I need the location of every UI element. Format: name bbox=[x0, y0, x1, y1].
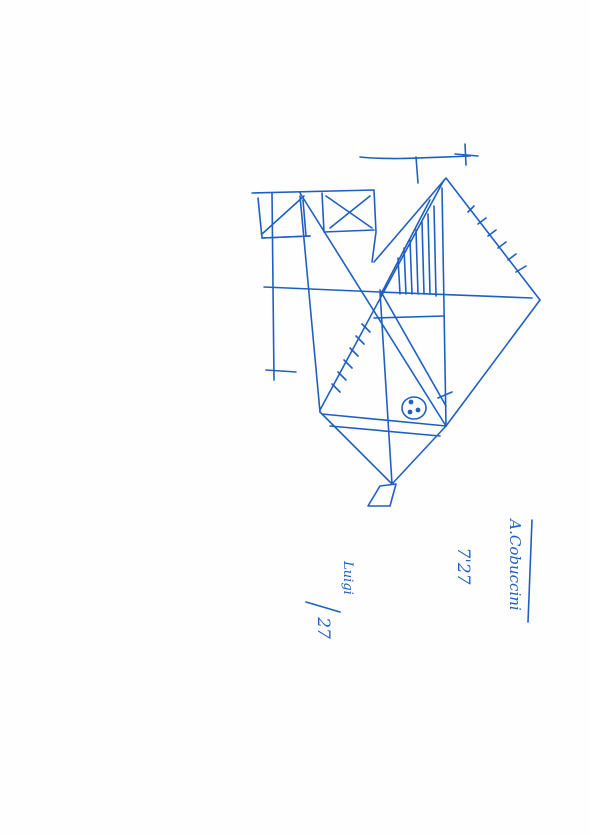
top-box-small-diag2 bbox=[302, 199, 307, 237]
kite-upper-inner bbox=[379, 199, 431, 297]
horizontal-axis bbox=[263, 286, 533, 299]
fraction-bar bbox=[305, 601, 341, 613]
hatch-5 bbox=[421, 221, 425, 295]
kite-inner-vertical bbox=[441, 187, 447, 427]
left-vertical-line bbox=[271, 192, 275, 381]
hatch-1 bbox=[397, 257, 401, 295]
top-box-bottom bbox=[257, 197, 311, 239]
right-notch bbox=[437, 391, 453, 399]
lower-inner-a bbox=[329, 425, 441, 437]
edge-ticks-lower bbox=[331, 323, 371, 393]
bolt-circle bbox=[401, 396, 427, 420]
bolt-dot-1 bbox=[408, 399, 414, 405]
time-text: 7'27 bbox=[453, 547, 473, 584]
annotation-name: A.Cobuccini bbox=[506, 517, 524, 611]
annotation-fraction-denominator: 27 bbox=[313, 616, 333, 639]
fraction-denominator-text: 27 bbox=[313, 616, 333, 639]
kite-right-edge bbox=[445, 299, 541, 427]
top-dimension-cross bbox=[454, 153, 479, 157]
top-dimension-tick-left bbox=[415, 156, 419, 184]
left-tick-bottom bbox=[265, 369, 297, 373]
lower-center-line bbox=[379, 291, 393, 485]
hatch-7 bbox=[433, 205, 437, 297]
annotation-fraction-numerator: Luigi bbox=[340, 560, 355, 595]
fraction-numerator-text: Luigi bbox=[340, 560, 355, 595]
annotation-time: 7'27 bbox=[453, 547, 473, 584]
name-text: A.Cobuccini bbox=[506, 517, 524, 611]
bottom-block bbox=[367, 483, 397, 507]
sketch-strokes bbox=[251, 143, 541, 623]
top-dimension-line bbox=[359, 155, 471, 160]
hatch-2 bbox=[403, 247, 407, 295]
lower-diagonal bbox=[379, 289, 447, 407]
top-box-inner-x2 bbox=[329, 195, 371, 229]
name-underline bbox=[527, 519, 533, 623]
top-box bbox=[251, 189, 377, 263]
bolt-dot-2 bbox=[415, 407, 421, 413]
hatch-3 bbox=[409, 239, 413, 295]
main-diagonal-a bbox=[299, 192, 447, 427]
lower-horizontal bbox=[321, 413, 447, 427]
lower-left-edge bbox=[319, 411, 393, 485]
hatch-4 bbox=[415, 229, 419, 295]
edge-ticks-upper bbox=[467, 205, 527, 273]
bolt-dot-3 bbox=[407, 409, 413, 415]
kite-mid-line bbox=[373, 315, 445, 319]
main-vertical-left bbox=[299, 195, 321, 413]
hatch-6 bbox=[427, 213, 431, 295]
top-box-small-diag bbox=[261, 195, 305, 235]
